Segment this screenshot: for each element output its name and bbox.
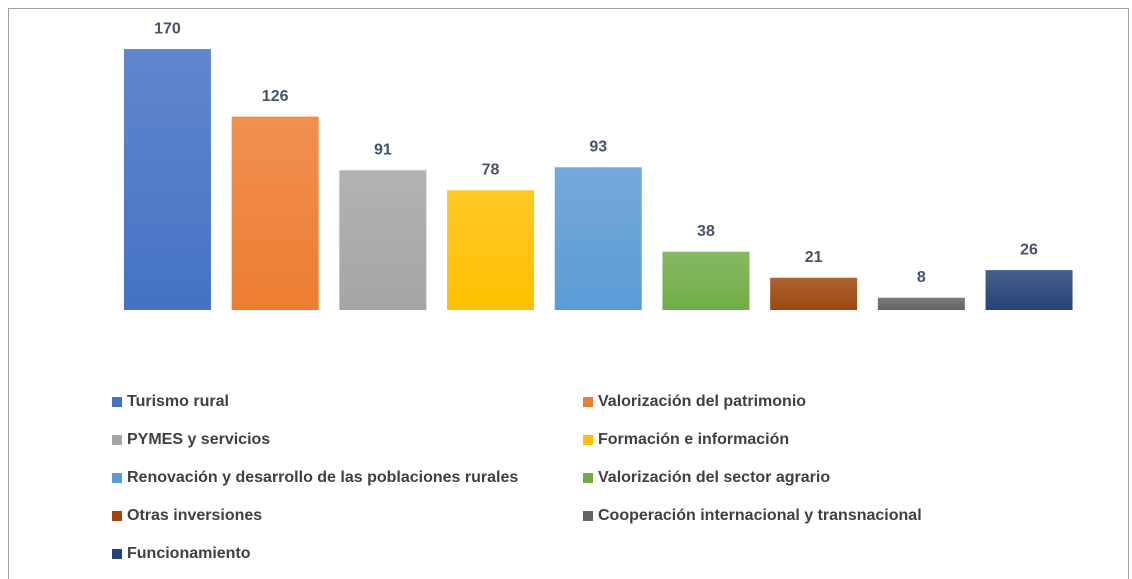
bar	[123, 49, 211, 311]
bar	[770, 277, 858, 310]
legend-label: Cooperación internacional y transnaciona…	[598, 507, 922, 524]
bar	[231, 116, 319, 310]
legend-swatch	[112, 397, 122, 407]
legend-swatch	[583, 397, 593, 407]
frame	[8, 8, 1129, 579]
data-label: 170	[154, 20, 181, 37]
legend-swatch	[112, 435, 122, 445]
legend-label: Formación e información	[598, 431, 789, 448]
legend-swatch	[112, 549, 122, 559]
data-label: 21	[805, 249, 823, 266]
legend-label: Turismo rural	[127, 393, 229, 410]
bar	[554, 167, 642, 310]
legend-swatch	[583, 435, 593, 445]
bar	[339, 170, 427, 310]
data-label: 93	[589, 138, 607, 155]
bar	[447, 190, 535, 310]
bar	[985, 270, 1073, 310]
bar	[877, 297, 965, 310]
legend-label: Valorización del patrimonio	[598, 393, 806, 410]
legend-swatch	[112, 511, 122, 521]
data-label: 38	[697, 223, 715, 240]
data-label: 91	[374, 142, 392, 159]
legend-swatch	[583, 473, 593, 483]
legend-label: Otras inversiones	[127, 507, 262, 524]
legend-label: Funcionamiento	[127, 545, 251, 562]
legend-label: Renovación y desarrollo de las poblacion…	[127, 469, 518, 486]
legend-swatch	[583, 511, 593, 521]
legend-label: PYMES y servicios	[127, 431, 270, 448]
data-label: 8	[917, 269, 926, 286]
data-label: 78	[482, 161, 500, 178]
data-label: 26	[1020, 241, 1038, 258]
legend-label: Valorización del sector agrario	[598, 469, 830, 486]
legend-swatch	[112, 473, 122, 483]
bar	[662, 251, 750, 310]
data-label: 126	[262, 88, 289, 105]
